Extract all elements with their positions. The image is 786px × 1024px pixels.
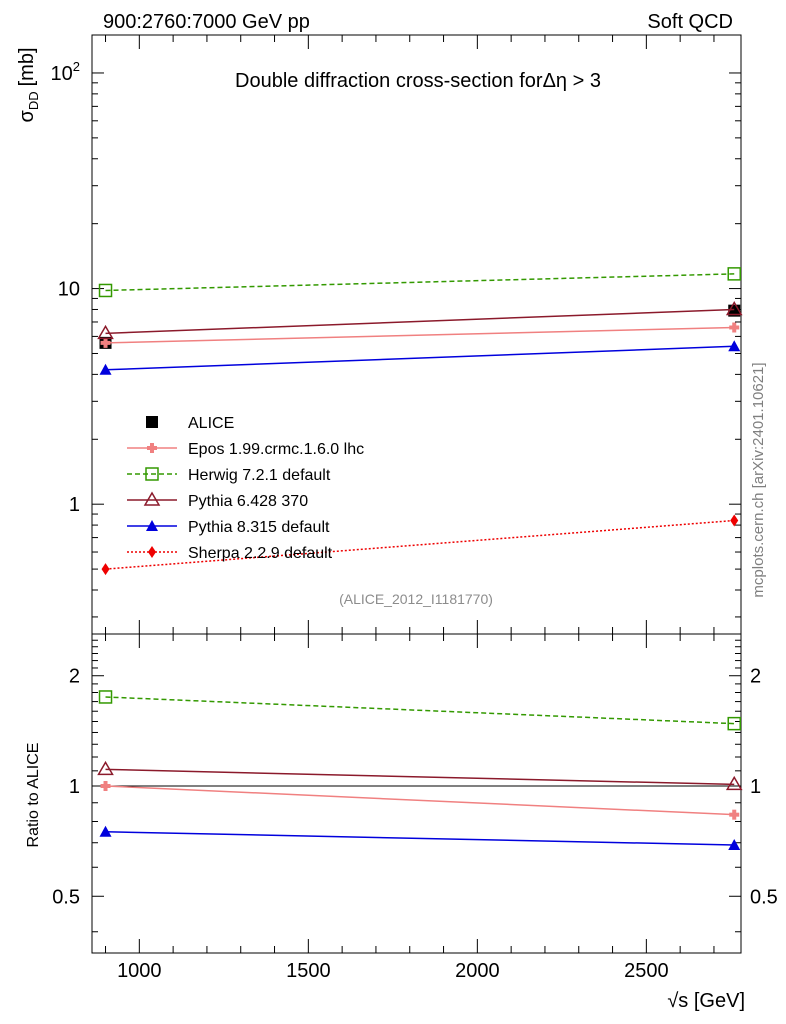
main-point-herwig-7-2-1-default — [727, 267, 741, 281]
side-label: mcplots.cern.ch [arXiv:2401.10621] — [750, 362, 767, 597]
ratio-y-tick-label: 1 — [69, 776, 80, 798]
ratio-point-pythia-6-428-370 — [97, 760, 114, 776]
ratio-point-pythia-6-428-370 — [725, 775, 743, 791]
ratio-y-tick-label-right: 2 — [750, 666, 761, 688]
ratio-point-herwig-7-2-1-default — [98, 690, 113, 704]
ratio-axis-ticks: 0.5 0.5 1 1 2 2 — [52, 639, 778, 933]
legend-label-epos-1-99-crmc-1-6-0-lhc: Epos 1.99.crmc.1.6.0 lhc — [188, 441, 364, 458]
main-y-tick-label: 1 — [69, 494, 80, 516]
main-point-pythia-8-315-default — [728, 340, 741, 352]
y-label-sigma: σ — [16, 110, 38, 123]
header-left: 900:2760:7000 GeV pp — [103, 11, 310, 33]
ratio-y-tick-label: 2 — [69, 666, 80, 688]
ratio-point-epos-1-99-crmc-1-6-0-lhc-v — [732, 809, 737, 820]
y-label-sub: DD — [26, 91, 41, 110]
legend-marker-pythia-6-428-370 — [143, 491, 161, 506]
main-y-axis-label: σDD [mb] — [16, 47, 41, 122]
ratio-y-tick-label-right: 0.5 — [750, 886, 778, 908]
svg-text:σDD[mb]: σDD [mb] — [16, 47, 41, 122]
x-tick-label: 2000 — [455, 960, 500, 982]
legend: ALICE Epos 1.99.crmc.1.6.0 lhc Herwig 7.2.… — [127, 415, 364, 562]
ratio-panel-frame — [91, 633, 742, 954]
main-line-sherpa-2-2-9-default — [105, 519, 735, 570]
legend-label-alice: ALICE — [188, 415, 234, 432]
ratio-line-pythia-6-428-370 — [105, 768, 735, 786]
main-y-tick-label: 10 — [58, 279, 80, 301]
main-point-epos-1-99-crmc-1-6-0-lhc — [100, 337, 111, 348]
main-point-epos-1-99-crmc-1-6-0-lhc-v — [103, 337, 108, 348]
ratio-point-epos-1-99-crmc-1-6-0-lhc — [729, 809, 740, 820]
legend-label-sherpa-2-2-9-default: Sherpa 2.2.9 default — [188, 545, 333, 562]
main-y-tick-label-base: 10 — [51, 63, 73, 85]
main-point-pythia-8-315-default — [99, 363, 112, 375]
ratio-line-epos-1-99-crmc-1-6-0-lhc — [105, 785, 735, 816]
main-point-sherpa-2-2-9-default — [101, 563, 110, 576]
ratio-series-group — [97, 690, 743, 851]
main-y-tick-label: 102 — [51, 59, 80, 85]
legend-marker-epos-1-99-crmc-1-6-0-lhc — [147, 443, 157, 453]
main-line-pythia-6-428-370 — [105, 308, 735, 335]
ratio-line-herwig-7-2-1-default — [105, 696, 735, 725]
ratio-point-epos-1-99-crmc-1-6-0-lhc-v — [103, 780, 108, 791]
x-tick-label: 2500 — [624, 960, 669, 982]
main-point-pythia-6-428-370 — [725, 300, 743, 316]
legend-item-alice: ALICE — [146, 415, 234, 432]
main-line-pythia-8-315-default — [105, 345, 735, 371]
ratio-y-tick-label: 0.5 — [52, 886, 80, 908]
ratio-point-herwig-7-2-1-default — [727, 716, 741, 731]
ratio-point-pythia-8-315-default — [728, 839, 741, 851]
main-point-herwig-7-2-1-default — [98, 283, 113, 298]
ratio-point-pythia-8-315-default — [99, 825, 112, 837]
legend-label-herwig-7-2-1-default: Herwig 7.2.1 default — [188, 467, 331, 484]
ratio-y-axis-label: Ratio to ALICE — [25, 743, 42, 848]
x-tick-label: 1500 — [286, 960, 331, 982]
legend-label-pythia-6-428-370: Pythia 6.428 370 — [188, 493, 308, 510]
main-point-epos-1-99-crmc-1-6-0-lhc-v — [732, 322, 737, 333]
legend-marker-herwig-7-2-1-default — [145, 467, 159, 481]
main-point-pythia-6-428-370 — [97, 324, 114, 340]
x-axis-ticks: 1000 1500 2000 2500 — [105, 35, 715, 982]
legend-label-pythia-8-315-default: Pythia 8.315 default — [188, 519, 330, 536]
ratio-point-epos-1-99-crmc-1-6-0-lhc — [100, 780, 111, 791]
main-point-sherpa-2-2-9-default — [730, 514, 739, 527]
legend-marker-epos-1-99-crmc-1-6-0-lhc-v — [150, 443, 154, 453]
legend-marker-alice — [146, 416, 158, 428]
legend-item-epos-1-99-crmc-1-6-0-lhc: Epos 1.99.crmc.1.6.0 lhc — [127, 441, 364, 458]
ratio-y-tick-label-right: 1 — [750, 776, 761, 798]
legend-marker-pythia-8-315-default — [146, 520, 158, 531]
main-title: Double diffraction cross-section forΔη >… — [235, 70, 601, 92]
main-y-tick-label-exp: 2 — [73, 59, 80, 74]
x-axis-label: √s [GeV] — [667, 990, 745, 1012]
header-right: Soft QCD — [647, 11, 733, 33]
main-point-epos-1-99-crmc-1-6-0-lhc — [729, 322, 740, 333]
legend-item-herwig-7-2-1-default: Herwig 7.2.1 default — [127, 467, 331, 484]
y-label-unit: [mb] — [16, 47, 38, 86]
x-tick-label: 1000 — [117, 960, 162, 982]
ratio-line-pythia-8-315-default — [105, 831, 735, 846]
main-line-epos-1-99-crmc-1-6-0-lhc — [105, 326, 735, 344]
legend-marker-sherpa-2-2-9-default — [148, 546, 156, 558]
main-series-group — [97, 267, 743, 576]
legend-item-pythia-8-315-default: Pythia 8.315 default — [127, 519, 330, 536]
analysis-annotation: (ALICE_2012_I1181770) — [339, 591, 493, 607]
legend-item-pythia-6-428-370: Pythia 6.428 370 — [127, 491, 308, 510]
main-line-herwig-7-2-1-default — [105, 273, 735, 292]
legend-item-sherpa-2-2-9-default: Sherpa 2.2.9 default — [127, 545, 333, 562]
